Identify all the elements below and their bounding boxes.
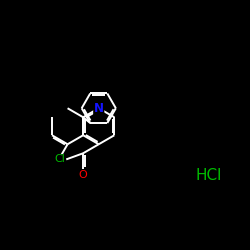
Text: N: N (94, 102, 104, 115)
Text: Cl: Cl (54, 154, 65, 164)
Text: HCl: HCl (196, 168, 222, 182)
Text: O: O (79, 170, 88, 180)
